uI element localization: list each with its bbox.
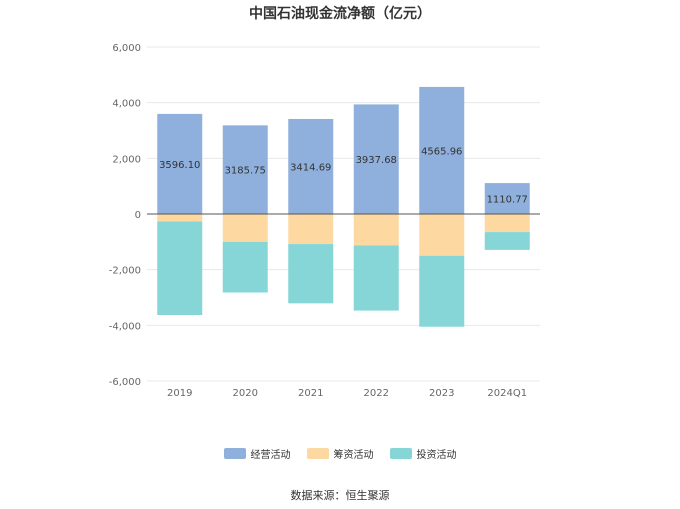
data-label: 3937.68 — [356, 155, 397, 166]
legend-label: 投资活动 — [416, 450, 457, 461]
bar-segment — [222, 214, 268, 242]
bar-segment — [419, 255, 465, 327]
bar-segment — [353, 245, 399, 311]
x-tick-label: 2024Q1 — [487, 388, 527, 399]
legend-item[interactable]: 投资活动 — [389, 446, 457, 461]
y-tick-label: 2,000 — [112, 154, 141, 165]
y-tick-label: -6,000 — [109, 377, 141, 388]
data-label: 1110.77 — [487, 195, 528, 206]
x-tick-label: 2020 — [233, 388, 258, 399]
bar-segment — [157, 214, 203, 222]
bar-segment — [353, 214, 399, 246]
legend-swatch — [389, 448, 412, 459]
bar-segment — [353, 104, 399, 214]
x-tick-label: 2019 — [167, 388, 192, 399]
x-tick-label: 2023 — [429, 388, 454, 399]
data-label: 4565.96 — [421, 146, 462, 157]
bar-segment — [419, 214, 465, 256]
y-tick-label: -4,000 — [109, 321, 141, 332]
chart-plot: 6,000 4,000 2,000 0 -2,000 -4,000 -6,000 3596.1… — [109, 43, 540, 399]
bar-segment — [288, 214, 334, 245]
bar-segment — [484, 232, 530, 250]
bar-segment — [288, 118, 334, 214]
bar-segment — [484, 183, 530, 214]
x-tick-label: 2021 — [298, 388, 323, 399]
data-source: 数据来源：恒生聚源 — [290, 489, 390, 502]
x-tick-label: 2022 — [364, 388, 389, 399]
data-label: 3414.69 — [290, 162, 331, 173]
chart-legend: 经营活动 筹资活动 投资活动 — [0, 446, 680, 461]
legend-label: 经营活动 — [250, 450, 291, 461]
data-label: 3596.10 — [159, 160, 200, 171]
bar-segment — [288, 244, 334, 304]
legend-label: 筹资活动 — [333, 450, 374, 461]
bar-segment — [157, 221, 203, 316]
bar-segment — [419, 86, 465, 214]
bar-segment — [157, 113, 203, 214]
bar-segment — [484, 214, 530, 233]
legend-swatch — [306, 448, 329, 459]
y-tick-label: -2,000 — [109, 266, 141, 277]
y-tick-label: 4,000 — [112, 99, 141, 110]
legend-swatch — [223, 448, 246, 459]
y-tick-label: 0 — [135, 210, 141, 221]
legend-item[interactable]: 筹资活动 — [306, 446, 374, 461]
bar-segment — [222, 125, 268, 214]
y-tick-label: 6,000 — [112, 43, 141, 54]
chart-title: 中国石油现金流净额（亿元） — [249, 6, 431, 22]
data-label: 3185.75 — [225, 166, 266, 177]
bar-segment — [222, 241, 268, 293]
legend-item[interactable]: 经营活动 — [223, 446, 291, 461]
